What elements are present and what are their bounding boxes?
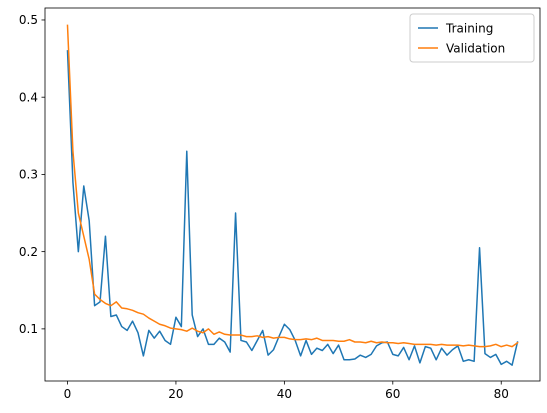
plot-area bbox=[66, 24, 519, 366]
x-tick-label: 40 bbox=[277, 387, 292, 401]
legend: Training Validation bbox=[409, 13, 535, 63]
y-tick-label: 0.1 bbox=[19, 322, 38, 336]
x-tick-label: 80 bbox=[494, 387, 509, 401]
x-tick-label: 0 bbox=[64, 387, 72, 401]
legend-label-training: Training bbox=[445, 21, 493, 35]
legend-box bbox=[409, 13, 535, 63]
y-tick-label: 0.2 bbox=[19, 245, 38, 259]
y-tick-label: 0.3 bbox=[19, 168, 38, 182]
x-tick-label: 60 bbox=[385, 387, 400, 401]
legend-label-validation: Validation bbox=[446, 41, 505, 55]
series-line-validation bbox=[66, 24, 519, 348]
axes-frame bbox=[44, 7, 541, 382]
axis-ticks: 0 20 40 60 80 0.1 0.2 0.3 0.4 0.5 bbox=[19, 13, 509, 401]
y-tick-label: 0.5 bbox=[19, 13, 38, 27]
y-tick-label: 0.4 bbox=[19, 90, 38, 104]
series-line-training bbox=[66, 50, 519, 366]
x-tick-label: 20 bbox=[168, 387, 183, 401]
